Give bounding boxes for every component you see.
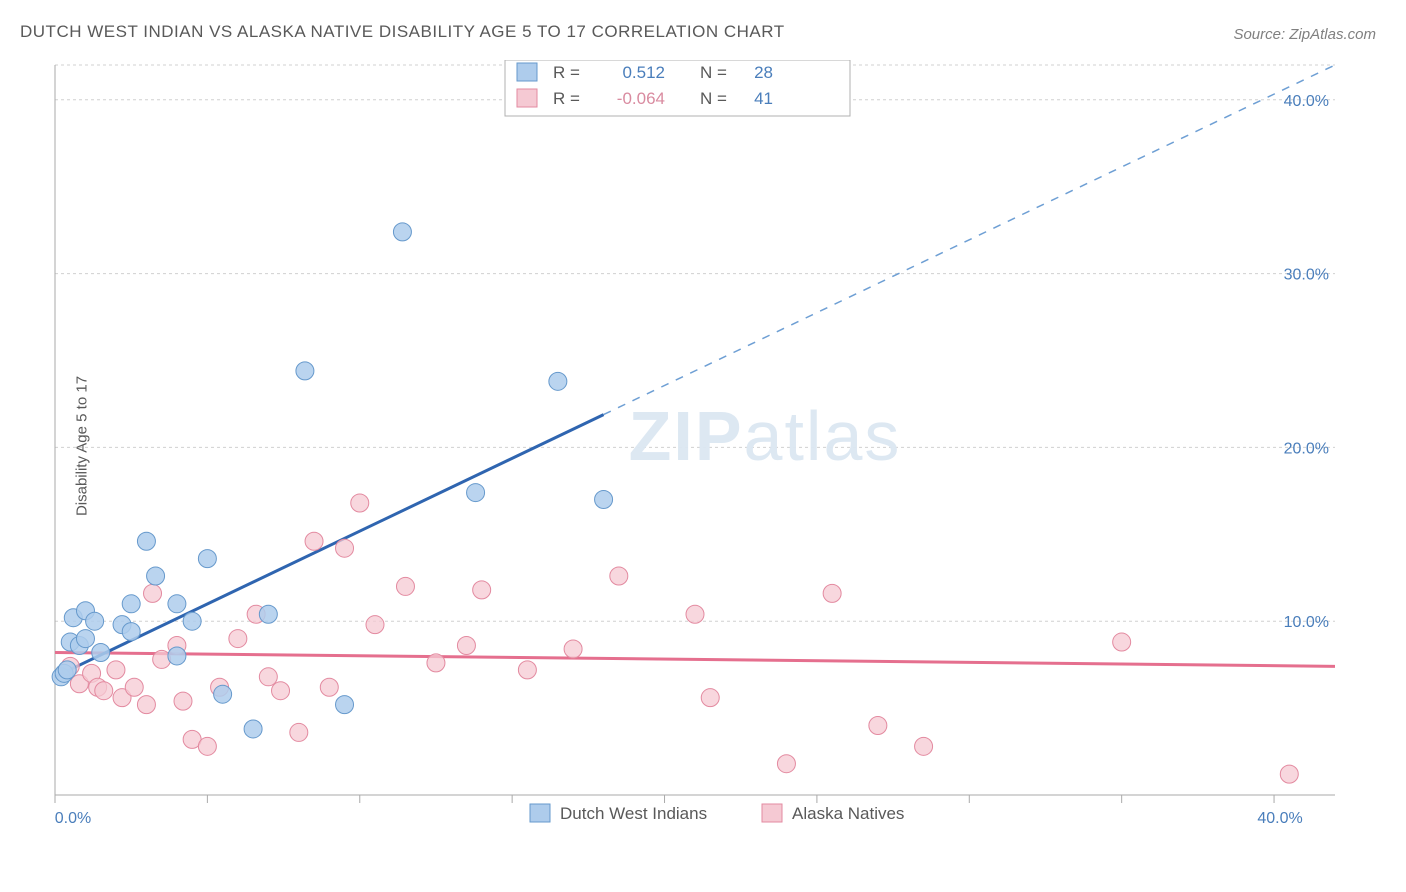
point-dutch bbox=[92, 643, 110, 661]
point-alaska bbox=[564, 640, 582, 658]
point-alaska bbox=[259, 668, 277, 686]
legend-swatch bbox=[530, 804, 550, 822]
point-dutch bbox=[137, 532, 155, 550]
point-alaska bbox=[107, 661, 125, 679]
point-dutch bbox=[183, 612, 201, 630]
point-alaska bbox=[320, 678, 338, 696]
chart-title: DUTCH WEST INDIAN VS ALASKA NATIVE DISAB… bbox=[20, 22, 785, 42]
point-dutch bbox=[393, 223, 411, 241]
point-dutch bbox=[168, 595, 186, 613]
x-tick-label: 0.0% bbox=[55, 810, 91, 827]
point-dutch bbox=[198, 550, 216, 568]
point-alaska bbox=[305, 532, 323, 550]
y-tick-label: 10.0% bbox=[1284, 614, 1329, 631]
correlation-scatter-plot: 0.0% 40.0% 10.0% 20.0% 30.0% 40.0% ZIPatlas R =… bbox=[50, 60, 1360, 830]
point-dutch bbox=[595, 491, 613, 509]
legend-n-label: N = bbox=[700, 89, 727, 108]
point-alaska bbox=[198, 737, 216, 755]
point-alaska bbox=[427, 654, 445, 672]
point-alaska bbox=[915, 737, 933, 755]
point-alaska bbox=[351, 494, 369, 512]
y-tick-label: 40.0% bbox=[1284, 93, 1329, 110]
point-dutch bbox=[244, 720, 262, 738]
point-dutch bbox=[86, 612, 104, 630]
legend-r-label: R = bbox=[553, 63, 580, 82]
point-dutch bbox=[58, 661, 76, 679]
y-tick-label: 20.0% bbox=[1284, 440, 1329, 457]
point-dutch bbox=[147, 567, 165, 585]
legend-n-value: 28 bbox=[754, 63, 773, 82]
trend-line-alaska bbox=[55, 652, 1335, 666]
point-alaska bbox=[396, 577, 414, 595]
point-alaska bbox=[95, 682, 113, 700]
point-alaska bbox=[272, 682, 290, 700]
point-dutch bbox=[336, 696, 354, 714]
x-tick-label: 40.0% bbox=[1257, 810, 1302, 827]
point-alaska bbox=[137, 696, 155, 714]
point-alaska bbox=[1113, 633, 1131, 651]
point-alaska bbox=[290, 723, 308, 741]
point-alaska bbox=[473, 581, 491, 599]
point-alaska bbox=[823, 584, 841, 602]
point-dutch bbox=[214, 685, 232, 703]
point-alaska bbox=[144, 584, 162, 602]
point-alaska bbox=[686, 605, 704, 623]
point-alaska bbox=[366, 616, 384, 634]
legend-n-value: 41 bbox=[754, 89, 773, 108]
point-alaska bbox=[869, 716, 887, 734]
y-tick-label: 30.0% bbox=[1284, 267, 1329, 284]
legend-r-value: 0.512 bbox=[622, 63, 665, 82]
source-label: Source: ZipAtlas.com bbox=[1233, 26, 1376, 43]
legend-series-label: Dutch West Indians bbox=[560, 804, 707, 823]
legend-n-label: N = bbox=[700, 63, 727, 82]
point-dutch bbox=[296, 362, 314, 380]
watermark: ZIPatlas bbox=[629, 397, 902, 475]
point-alaska bbox=[701, 689, 719, 707]
point-alaska bbox=[336, 539, 354, 557]
point-alaska bbox=[518, 661, 536, 679]
point-alaska bbox=[610, 567, 628, 585]
legend-swatch bbox=[517, 89, 537, 107]
point-alaska bbox=[125, 678, 143, 696]
legend-r-label: R = bbox=[553, 89, 580, 108]
point-alaska bbox=[777, 755, 795, 773]
point-dutch bbox=[122, 623, 140, 641]
point-dutch bbox=[467, 484, 485, 502]
point-alaska bbox=[1280, 765, 1298, 783]
trend-line-dutch-dashed bbox=[604, 65, 1335, 415]
legend-swatch bbox=[762, 804, 782, 822]
point-dutch bbox=[168, 647, 186, 665]
legend-swatch bbox=[517, 63, 537, 81]
point-dutch bbox=[76, 630, 94, 648]
point-dutch bbox=[122, 595, 140, 613]
point-alaska bbox=[457, 637, 475, 655]
legend-r-value: -0.064 bbox=[617, 89, 665, 108]
point-dutch bbox=[259, 605, 277, 623]
point-alaska bbox=[174, 692, 192, 710]
legend-series-label: Alaska Natives bbox=[792, 804, 904, 823]
point-alaska bbox=[229, 630, 247, 648]
point-dutch bbox=[549, 372, 567, 390]
